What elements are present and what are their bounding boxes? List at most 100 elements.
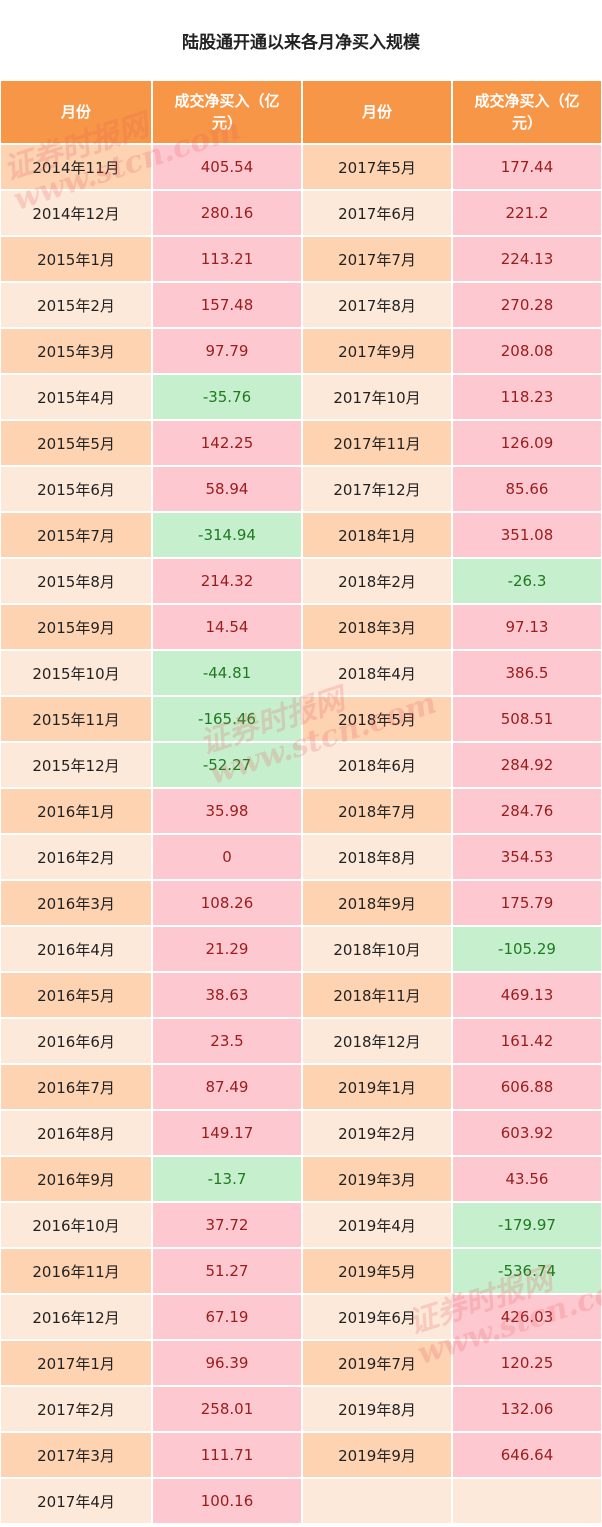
net-buy-cell: -105.29 (452, 926, 602, 972)
table-row: 2016年4月 21.29 2018年10月 -105.29 (0, 926, 602, 972)
table-row: 2015年5月 142.25 2017年11月 126.09 (0, 420, 602, 466)
month-cell: 2017年3月 (0, 1432, 152, 1478)
net-buy-cell: 603.92 (452, 1110, 602, 1156)
net-buy-cell: -35.76 (152, 374, 302, 420)
month-cell: 2015年1月 (0, 236, 152, 282)
table-row: 2016年11月 51.27 2019年5月 -536.74 (0, 1248, 602, 1294)
month-cell: 2017年4月 (0, 1478, 152, 1524)
month-cell: 2018年2月 (302, 558, 452, 604)
net-buy-cell: 284.92 (452, 742, 602, 788)
net-buy-cell: 0 (152, 834, 302, 880)
month-cell: 2019年3月 (302, 1156, 452, 1202)
net-buy-cell: 118.23 (452, 374, 602, 420)
month-cell: 2018年9月 (302, 880, 452, 926)
table-row: 2015年8月 214.32 2018年2月 -26.3 (0, 558, 602, 604)
month-cell: 2017年9月 (302, 328, 452, 374)
month-cell: 2017年1月 (0, 1340, 152, 1386)
month-cell: 2019年4月 (302, 1202, 452, 1248)
net-buy-cell: 35.98 (152, 788, 302, 834)
table-row: 2015年1月 113.21 2017年7月 224.13 (0, 236, 602, 282)
month-cell: 2018年3月 (302, 604, 452, 650)
table-row: 2015年2月 157.48 2017年8月 270.28 (0, 282, 602, 328)
net-buy-cell: 175.79 (452, 880, 602, 926)
net-buy-cell: 280.16 (152, 190, 302, 236)
net-buy-cell: 38.63 (152, 972, 302, 1018)
net-buy-cell: -179.97 (452, 1202, 602, 1248)
table-row: 2016年7月 87.49 2019年1月 606.88 (0, 1064, 602, 1110)
net-buy-cell: 221.2 (452, 190, 602, 236)
net-buy-cell: 258.01 (152, 1386, 302, 1432)
month-cell: 2015年10月 (0, 650, 152, 696)
table-row: 2015年11月 -165.46 2018年5月 508.51 (0, 696, 602, 742)
net-buy-cell: -165.46 (152, 696, 302, 742)
month-cell: 2015年8月 (0, 558, 152, 604)
month-cell: 2018年1月 (302, 512, 452, 558)
table-row: 2015年6月 58.94 2017年12月 85.66 (0, 466, 602, 512)
month-cell: 2017年6月 (302, 190, 452, 236)
month-cell: 2016年2月 (0, 834, 152, 880)
net-buy-cell: 157.48 (152, 282, 302, 328)
net-buy-cell: -536.74 (452, 1248, 602, 1294)
net-buy-cell: 120.25 (452, 1340, 602, 1386)
month-cell: 2016年8月 (0, 1110, 152, 1156)
month-cell: 2019年5月 (302, 1248, 452, 1294)
month-cell: 2016年4月 (0, 926, 152, 972)
net-buy-cell: 108.26 (152, 880, 302, 926)
month-cell: 2019年7月 (302, 1340, 452, 1386)
month-cell: 2018年11月 (302, 972, 452, 1018)
table-row: 2015年4月 -35.76 2017年10月 118.23 (0, 374, 602, 420)
month-cell: 2015年4月 (0, 374, 152, 420)
net-buy-cell: 284.76 (452, 788, 602, 834)
net-buy-cell: -52.27 (152, 742, 302, 788)
header-value-left: 成交净买入（亿元） (152, 80, 302, 144)
net-buy-cell: 208.08 (452, 328, 602, 374)
month-cell: 2018年10月 (302, 926, 452, 972)
table-row: 2014年12月 280.16 2017年6月 221.2 (0, 190, 602, 236)
table-row: 2015年10月 -44.81 2018年4月 386.5 (0, 650, 602, 696)
net-buy-cell: 508.51 (452, 696, 602, 742)
net-buy-cell: 270.28 (452, 282, 602, 328)
month-cell: 2017年11月 (302, 420, 452, 466)
header-value-right: 成交净买入（亿元） (452, 80, 602, 144)
table-row: 2017年4月 100.16 (0, 1478, 602, 1524)
month-cell: 2016年7月 (0, 1064, 152, 1110)
net-buy-cell: 111.71 (152, 1432, 302, 1478)
month-cell: 2014年11月 (0, 144, 152, 190)
month-cell: 2018年5月 (302, 696, 452, 742)
month-cell: 2018年4月 (302, 650, 452, 696)
table-row: 2014年11月 405.54 2017年5月 177.44 (0, 144, 602, 190)
table-row: 2017年3月 111.71 2019年9月 646.64 (0, 1432, 602, 1478)
net-buy-cell: 14.54 (152, 604, 302, 650)
month-cell: 2016年5月 (0, 972, 152, 1018)
month-cell: 2019年8月 (302, 1386, 452, 1432)
table-row: 2015年12月 -52.27 2018年6月 284.92 (0, 742, 602, 788)
month-cell: 2019年1月 (302, 1064, 452, 1110)
month-cell: 2015年5月 (0, 420, 152, 466)
net-buy-cell: 97.79 (152, 328, 302, 374)
net-buy-table: 月份 成交净买入（亿元） 月份 成交净买入（亿元） 2014年11月 405.54… (0, 80, 602, 1524)
month-cell: 2016年11月 (0, 1248, 152, 1294)
month-cell: 2016年12月 (0, 1294, 152, 1340)
month-cell: 2018年12月 (302, 1018, 452, 1064)
net-buy-cell: 51.27 (152, 1248, 302, 1294)
table-body: 2014年11月 405.54 2017年5月 177.44 2014年12月 280.1… (0, 144, 602, 1524)
net-buy-cell: 161.42 (452, 1018, 602, 1064)
net-buy-cell: 606.88 (452, 1064, 602, 1110)
net-buy-cell: 100.16 (152, 1478, 302, 1524)
month-cell: 2017年12月 (302, 466, 452, 512)
net-buy-cell: -26.3 (452, 558, 602, 604)
table-row: 2016年9月 -13.7 2019年3月 43.56 (0, 1156, 602, 1202)
table-row: 2015年3月 97.79 2017年9月 208.08 (0, 328, 602, 374)
month-cell: 2016年1月 (0, 788, 152, 834)
net-buy-cell: 67.19 (152, 1294, 302, 1340)
net-buy-cell: 177.44 (452, 144, 602, 190)
month-cell: 2015年6月 (0, 466, 152, 512)
net-buy-cell: 97.13 (452, 604, 602, 650)
table-row: 2015年9月 14.54 2018年3月 97.13 (0, 604, 602, 650)
page-title: 陆股通开通以来各月净买入规模 (182, 32, 420, 53)
table-row: 2017年1月 96.39 2019年7月 120.25 (0, 1340, 602, 1386)
net-buy-cell: -44.81 (152, 650, 302, 696)
month-cell: 2016年10月 (0, 1202, 152, 1248)
table-row: 2016年10月 37.72 2019年4月 -179.97 (0, 1202, 602, 1248)
table-row: 2016年2月 0 2018年8月 354.53 (0, 834, 602, 880)
